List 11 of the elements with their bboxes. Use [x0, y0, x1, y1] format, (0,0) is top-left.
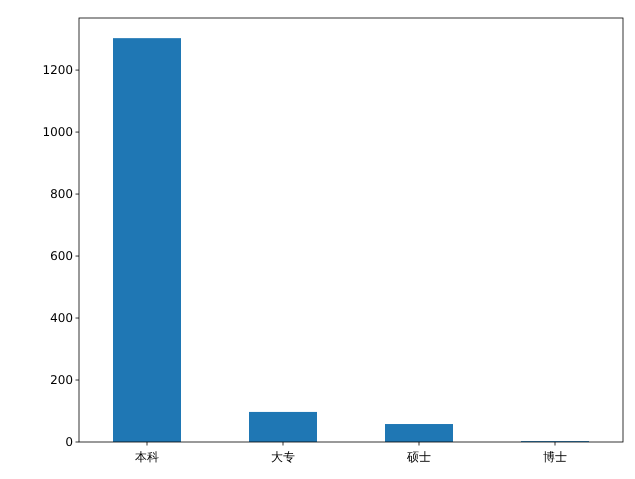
y-tick-label: 800 [50, 187, 73, 202]
y-tick-label: 1200 [42, 63, 73, 78]
y-tick-label: 0 [65, 435, 73, 449]
y-tick-label: 400 [50, 311, 73, 326]
x-tick-label: 硕士 [406, 450, 431, 464]
y-tick-label: 600 [50, 249, 73, 264]
x-tick-label: 本科 [135, 450, 159, 464]
x-tick-label: 博士 [543, 450, 567, 464]
y-tick-label: 1000 [42, 125, 73, 140]
x-tick-label: 大专 [271, 450, 295, 464]
y-tick-label: 200 [50, 373, 73, 388]
